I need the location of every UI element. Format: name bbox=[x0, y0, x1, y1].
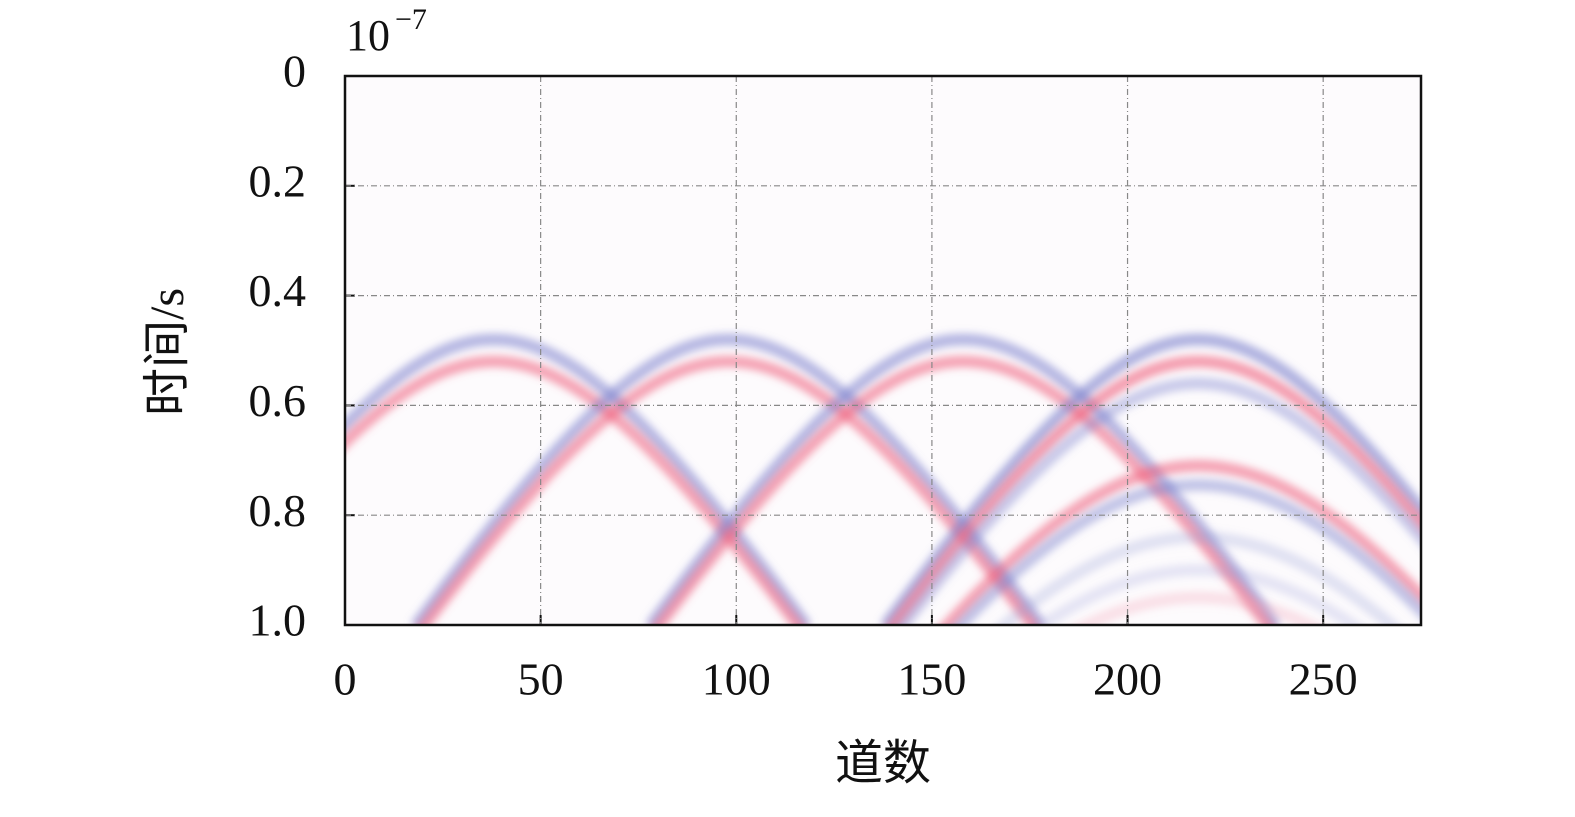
x-tick-label: 50 bbox=[518, 654, 564, 705]
x-tick-label: 0 bbox=[334, 654, 357, 705]
plot-frame bbox=[343, 74, 1423, 627]
reflection-hyperbola bbox=[995, 531, 1401, 625]
x-tick-label: 150 bbox=[897, 654, 966, 705]
y-offset-base: 10 bbox=[346, 11, 390, 60]
y-axis-label: 时间/s bbox=[141, 288, 194, 416]
reflection-hyperbola bbox=[417, 355, 1040, 625]
y-tick-label: 0.6 bbox=[249, 375, 307, 426]
grid bbox=[344, 75, 1421, 626]
reflection-hyperbola bbox=[1073, 591, 1323, 625]
x-tick-label: 200 bbox=[1093, 654, 1162, 705]
reflection-hyperbola bbox=[1032, 564, 1364, 625]
reflection-hyperbola bbox=[952, 479, 1421, 625]
reflection-hyperbola bbox=[651, 355, 1275, 625]
image-layer bbox=[345, 123, 1421, 625]
reflection-hyperbola bbox=[410, 333, 1047, 625]
y-tick-label: 0 bbox=[283, 46, 306, 97]
x-tick-label: 100 bbox=[702, 654, 771, 705]
reflection-hyperbola bbox=[345, 355, 806, 625]
y-offset-exponent: −7 bbox=[395, 3, 427, 36]
y-tick-label: 1.0 bbox=[249, 595, 307, 646]
reflection-hyperbola bbox=[880, 333, 1421, 625]
reflection-hyperbola bbox=[939, 459, 1421, 625]
y-tick-label: 0.2 bbox=[249, 155, 307, 206]
x-axis-label: 道数 bbox=[835, 737, 931, 790]
reflection-hyperbola bbox=[895, 377, 1421, 625]
reflection-hyperbola bbox=[345, 333, 812, 625]
reflection-hyperbola bbox=[886, 355, 1421, 625]
y-tick-label: 0.4 bbox=[249, 265, 307, 316]
y-tick-label: 0.8 bbox=[249, 485, 307, 536]
x-tick-label: 250 bbox=[1289, 654, 1358, 705]
